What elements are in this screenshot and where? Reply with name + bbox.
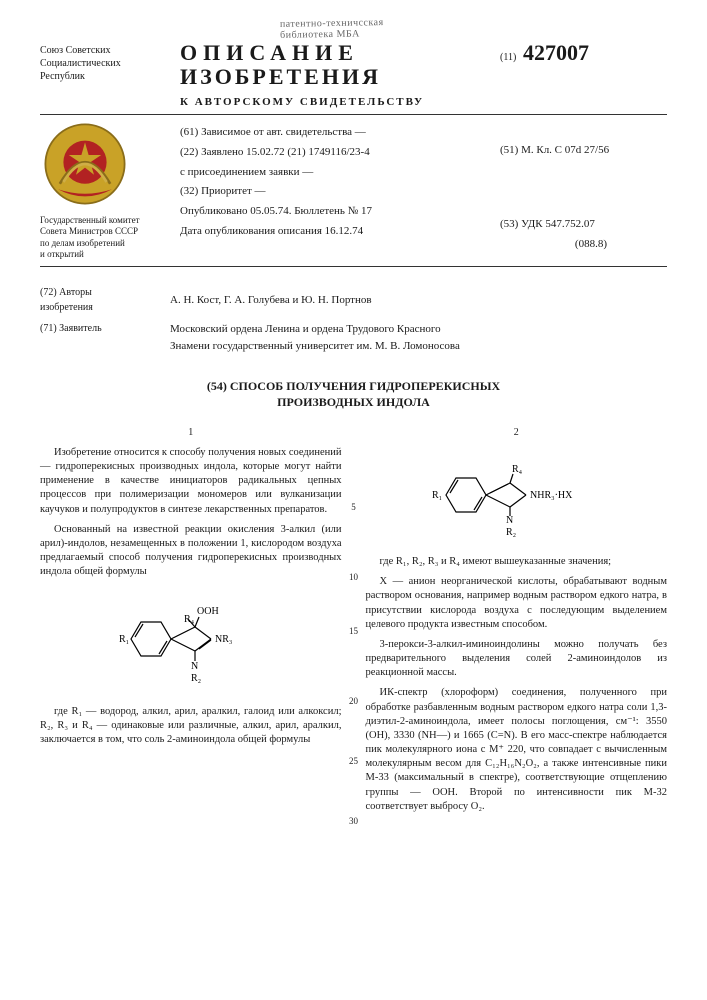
field-date: Дата опубликования описания 16.12.74 bbox=[180, 222, 480, 242]
line-number: 20 bbox=[344, 696, 364, 706]
paragraph: где R₁ — водород, алкил, арил, аралкил, … bbox=[40, 705, 342, 748]
biblio-mid: (61) Зависимое от авт. свидетельства — (… bbox=[180, 123, 480, 260]
svg-text:NR₃: NR₃ bbox=[215, 634, 232, 645]
svg-text:R₂: R₂ bbox=[191, 673, 201, 684]
paragraph: где R₁, R₂, R₃ и R₄ имеют вышеуказанные … bbox=[366, 555, 668, 569]
patent-number-block: (11) 427007 bbox=[490, 40, 667, 108]
svg-text:R₁: R₁ bbox=[432, 490, 442, 501]
svg-text:NHR₃·HX: NHR₃·HX bbox=[530, 490, 573, 501]
authors-block: (72) Авторы изобретения А. Н. Кост, Г. А… bbox=[40, 285, 667, 354]
line-number: 10 bbox=[344, 572, 364, 582]
field-22b: с присоединением заявки — bbox=[180, 163, 480, 183]
committee-text: Государственный комитет Совета Министров… bbox=[40, 215, 170, 260]
applicant: Московский ордена Ленина и ордена Трудов… bbox=[170, 321, 667, 354]
svg-text:N: N bbox=[191, 661, 198, 672]
line-number: 5 bbox=[344, 502, 364, 512]
line-number: 30 bbox=[344, 816, 364, 826]
field-pub: Опубликовано 05.05.74. Бюллетень № 17 bbox=[180, 202, 480, 222]
ussr-emblem-icon bbox=[40, 119, 130, 209]
paragraph: 3-перокси-3-алкил-иминоиндолины можно по… bbox=[366, 638, 668, 681]
paragraph: Основанный на известной реакции окислени… bbox=[40, 523, 342, 580]
field-32: (32) Приоритет — bbox=[180, 182, 480, 202]
title-under: К АВТОРСКОМУ СВИДЕТЕЛЬСТВУ bbox=[180, 96, 480, 108]
chemical-structure-2: R₁ R₄ NHR₃·HX N R₂ bbox=[366, 450, 668, 545]
issuer-block: Союз Советских Социалистических Республи… bbox=[40, 40, 170, 108]
patent-number: 427007 bbox=[523, 40, 589, 65]
title-sub: ИЗОБРЕТЕНИЯ bbox=[180, 64, 480, 90]
label-72: (72) Авторы изобретения bbox=[40, 285, 170, 315]
svg-text:N: N bbox=[506, 515, 513, 526]
biblio-block: Государственный комитет Совета Министров… bbox=[40, 123, 667, 260]
field-51: (51) М. Кл. C 07d 27/56 bbox=[500, 141, 667, 161]
svg-text:R₂: R₂ bbox=[506, 527, 516, 538]
column-number: 2 bbox=[366, 426, 668, 440]
header: Союз Советских Социалистических Республи… bbox=[40, 40, 667, 108]
field-53: (53) УДК 547.752.07 bbox=[500, 215, 667, 235]
svg-text:R₁: R₁ bbox=[119, 634, 129, 645]
column-1: 1 Изобретение относится к способу получе… bbox=[40, 426, 342, 820]
column-2: 2 R₁ R₄ NHR₃·HX N R₂ bbox=[366, 426, 668, 820]
svg-text:R₄: R₄ bbox=[512, 464, 523, 475]
title-block: ОПИСАНИЕ ИЗОБРЕТЕНИЯ К АВТОРСКОМУ СВИДЕТ… bbox=[180, 40, 480, 108]
chemical-structure-1: R₁ OOH R₄ NR₃ N R₂ bbox=[40, 589, 342, 694]
field-61: (61) Зависимое от авт. свидетельства — bbox=[180, 123, 480, 143]
line-number: 15 bbox=[344, 626, 364, 636]
svg-text:OOH: OOH bbox=[197, 606, 219, 617]
line-number: 25 bbox=[344, 756, 364, 766]
stamp-line: патентно-техничсская bbox=[280, 17, 384, 30]
emblem-and-committee: Государственный комитет Совета Министров… bbox=[40, 123, 170, 260]
label-71: (71) Заявитель bbox=[40, 321, 170, 354]
field-22: (22) Заявлено 15.02.72 (21) 1749116/23-4 bbox=[180, 143, 480, 163]
body-columns: 5 10 15 20 25 30 1 Изобретение относится… bbox=[40, 426, 667, 820]
divider bbox=[40, 114, 667, 115]
column-number: 1 bbox=[40, 426, 342, 440]
stamp-watermark: патентно-техничсская библиотека МБА bbox=[280, 17, 384, 41]
stamp-line: библиотека МБА bbox=[280, 28, 384, 41]
author-names: А. Н. Кост, Г. А. Голубева и Ю. Н. Портн… bbox=[170, 292, 667, 309]
paragraph: ИК-спектр (хлороформ) соединения, получе… bbox=[366, 686, 668, 814]
divider bbox=[40, 266, 667, 267]
invention-title: (54) СПОСОБ ПОЛУЧЕНИЯ ГИДРОПЕРЕКИСНЫХ ПР… bbox=[40, 378, 667, 410]
paragraph: Изобретение относится к способу получени… bbox=[40, 446, 342, 517]
field-53b: (088.8) bbox=[500, 235, 667, 255]
biblio-right: (51) М. Кл. C 07d 27/56 (53) УДК 547.752… bbox=[490, 123, 667, 260]
patent-prefix: (11) bbox=[500, 52, 516, 63]
title-main: ОПИСАНИЕ bbox=[180, 40, 480, 66]
paragraph: X — анион неорганической кислоты, обраба… bbox=[366, 575, 668, 632]
svg-text:R₄: R₄ bbox=[184, 614, 195, 625]
